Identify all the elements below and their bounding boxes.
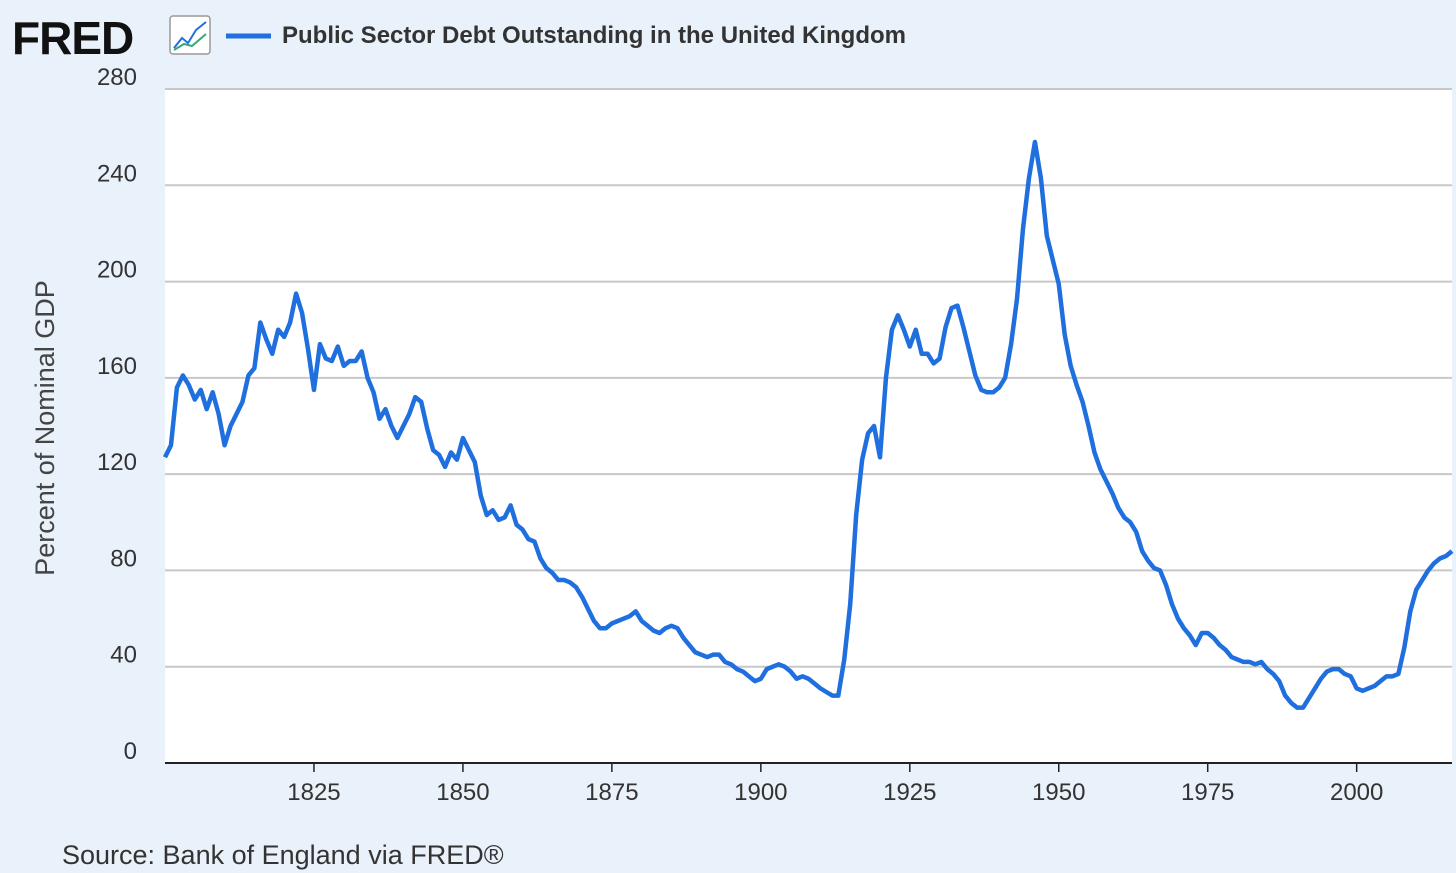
y-tick-label: 0: [124, 738, 137, 765]
y-tick-label: 280: [97, 64, 137, 91]
y-tick-label: 40: [110, 642, 137, 669]
y-axis-label: Percent of Nominal GDP: [30, 280, 60, 576]
x-tick-label: 1925: [883, 779, 936, 806]
x-tick-label: 1875: [585, 779, 638, 806]
y-tick-label: 80: [110, 545, 137, 572]
logo: FRED: [12, 12, 133, 64]
plot-area: [165, 89, 1452, 763]
y-tick-label: 240: [97, 160, 137, 187]
x-tick-label: 1950: [1032, 779, 1085, 806]
y-tick-label: 120: [97, 449, 137, 476]
logo-icon: [169, 15, 211, 55]
x-tick-label: 1975: [1181, 779, 1234, 806]
data-line: [162, 139, 1454, 710]
x-tick-label: 2000: [1330, 779, 1383, 806]
x-tick-label: 1850: [436, 779, 489, 806]
x-tick-label: 1825: [287, 779, 340, 806]
y-tick-label: 200: [97, 257, 137, 284]
source-note: Source: Bank of England via FRED®: [62, 840, 504, 870]
legend-label: Public Sector Debt Outstanding in the Un…: [282, 22, 906, 49]
x-tick-label: 1900: [734, 779, 787, 806]
y-tick-label: 160: [97, 353, 137, 380]
